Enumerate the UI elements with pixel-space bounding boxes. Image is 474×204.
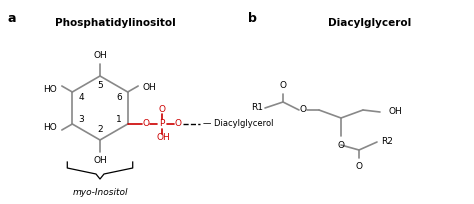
Text: — Diacylglycerol: — Diacylglycerol (203, 120, 273, 129)
Text: HO: HO (44, 122, 57, 132)
Text: Phosphatidylinositol: Phosphatidylinositol (55, 18, 175, 28)
Text: myo-Inositol: myo-Inositol (72, 188, 128, 197)
Text: O: O (337, 141, 345, 150)
Text: P: P (159, 120, 164, 129)
Text: OH: OH (143, 82, 156, 92)
Text: a: a (8, 12, 17, 25)
Text: OH: OH (157, 133, 171, 143)
Text: 2: 2 (97, 125, 103, 134)
Text: O: O (142, 120, 149, 129)
Text: 6: 6 (116, 92, 122, 102)
Text: b: b (248, 12, 257, 25)
Text: R1: R1 (251, 103, 263, 112)
Text: OH: OH (93, 51, 107, 60)
Text: 3: 3 (78, 114, 84, 123)
Text: O: O (300, 105, 307, 114)
Text: OH: OH (93, 156, 107, 165)
Text: HO: HO (44, 84, 57, 93)
Text: 4: 4 (78, 92, 84, 102)
Text: OH: OH (389, 108, 403, 116)
Text: 5: 5 (97, 82, 103, 91)
Text: O: O (356, 162, 363, 171)
Text: R2: R2 (381, 137, 393, 146)
Text: 1: 1 (116, 114, 122, 123)
Text: Diacylglycerol: Diacylglycerol (328, 18, 411, 28)
Text: O: O (280, 81, 286, 90)
Text: O: O (158, 105, 165, 114)
Text: O: O (174, 120, 181, 129)
